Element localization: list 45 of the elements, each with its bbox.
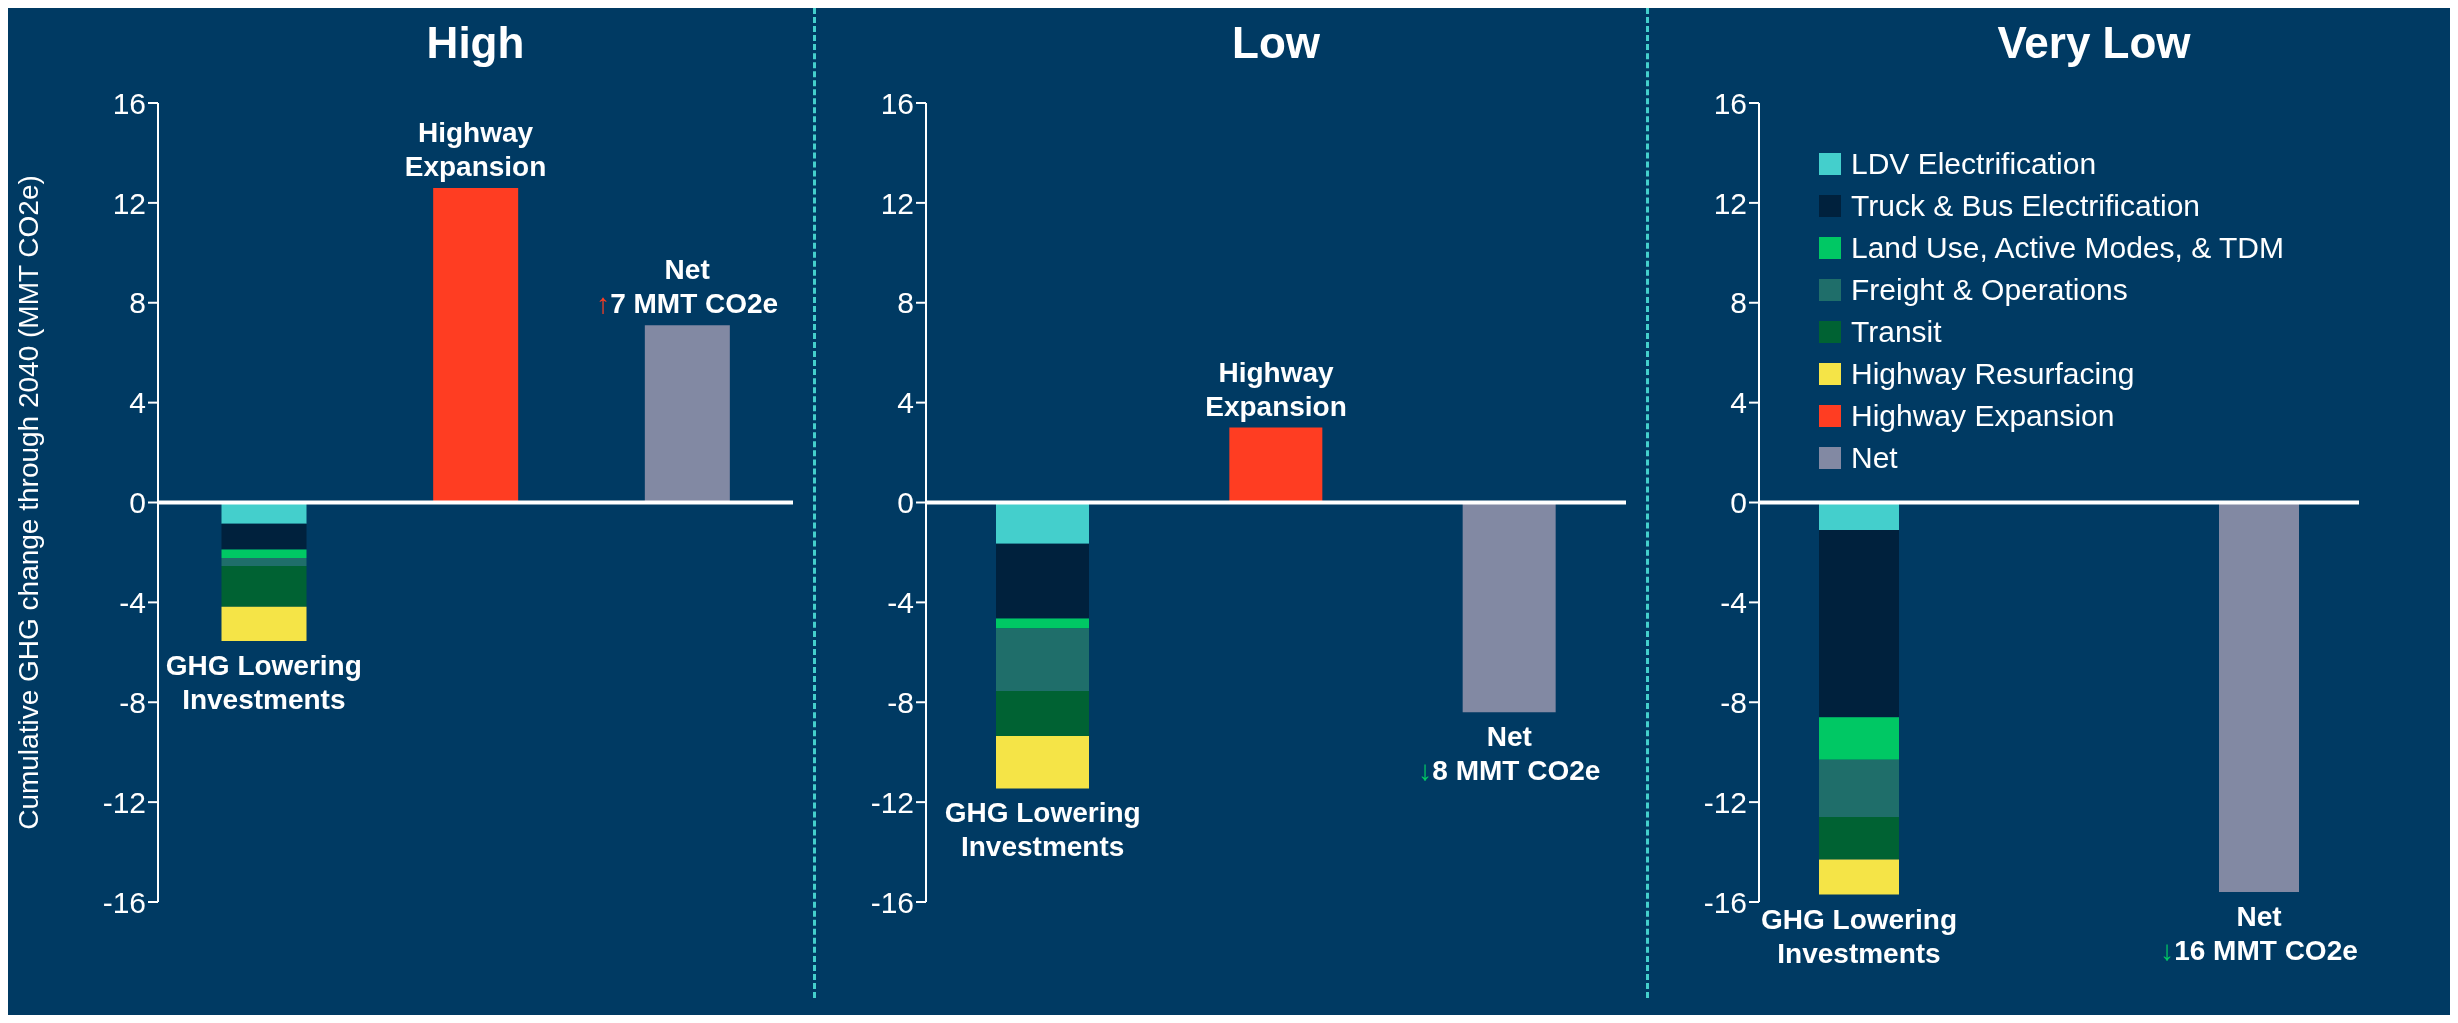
y-tick-label: -12 <box>102 785 146 819</box>
y-tick-label: 0 <box>1730 486 1747 520</box>
annotation: ↓8 MMT CO2e <box>1418 755 1601 787</box>
y-tick-label: 4 <box>1730 386 1747 420</box>
y-tick-label: 16 <box>880 86 914 120</box>
legend-label: Truck & Bus Electrification <box>1851 188 2200 224</box>
y-axis-title: Cumulative GHG change through 2040 (MMT CO2e) <box>12 175 44 830</box>
legend-label: Highway Expansion <box>1851 398 2115 434</box>
y-tick-label: -8 <box>1720 685 1747 719</box>
legend-label: LDV Electrification <box>1851 146 2097 182</box>
y-tick-label: 0 <box>129 486 146 520</box>
y-tick-label: -16 <box>102 885 146 919</box>
y-tick-label: 12 <box>112 186 146 220</box>
y-tick-label: 12 <box>1713 186 1747 220</box>
chart-title: High <box>425 17 526 69</box>
y-tick-label: 4 <box>129 386 146 420</box>
annotation: ↓16 MMT CO2e <box>2160 935 2358 967</box>
legend-label: Land Use, Active Modes, & TDM <box>1851 230 2284 266</box>
legend-label: Transit <box>1851 314 1942 350</box>
y-tick-label: -4 <box>1720 586 1747 620</box>
y-tick-label: 16 <box>1713 86 1747 120</box>
y-tick-label: 4 <box>897 386 914 420</box>
x-tick-label: GHG Lowering Investments <box>1761 903 1957 969</box>
legend-label: Net <box>1851 440 1898 476</box>
y-tick-label: 12 <box>880 186 914 220</box>
x-tick-label: GHG Lowering Investments <box>165 650 362 716</box>
y-tick-label: 8 <box>1730 286 1747 320</box>
y-tick-label: 8 <box>897 286 914 320</box>
y-tick-label: -12 <box>870 785 914 819</box>
y-tick-label: -4 <box>887 586 914 620</box>
y-tick-label: -8 <box>887 685 914 719</box>
x-tick-label: GHG Lowering Investments <box>944 797 1141 863</box>
y-tick-label: 16 <box>112 86 146 120</box>
y-tick-label: 0 <box>897 486 914 520</box>
chart-title: Low <box>1231 17 1321 69</box>
y-tick-label: 8 <box>129 286 146 320</box>
y-tick-label: -12 <box>1703 785 1747 819</box>
y-tick-label: -8 <box>119 685 146 719</box>
legend-label: Highway Resurfacing <box>1851 356 2135 392</box>
y-tick-label: -16 <box>1703 885 1747 919</box>
chart-title: Very Low <box>1996 17 2192 69</box>
y-tick-label: -16 <box>870 885 914 919</box>
annotation: ↑7 MMT CO2e <box>596 288 779 320</box>
y-tick-label: -4 <box>119 586 146 620</box>
legend-label: Freight & Operations <box>1851 272 2128 308</box>
